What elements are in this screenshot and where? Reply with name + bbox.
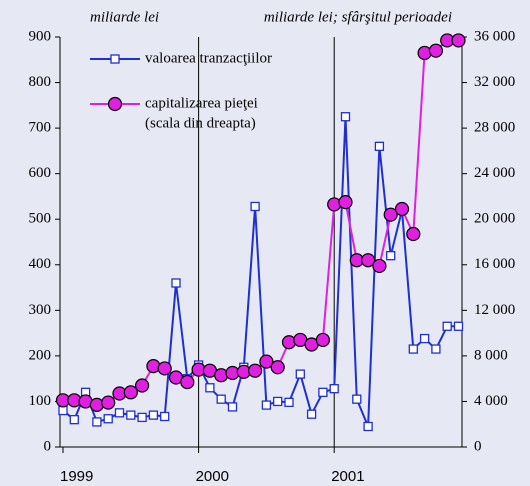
point bbox=[103, 414, 113, 424]
y2-tick-label: 32 000 bbox=[474, 74, 515, 90]
point bbox=[281, 335, 297, 350]
y2-tick-label: 0 bbox=[474, 438, 482, 454]
legend-label: capitalizarea pieţei bbox=[145, 95, 258, 111]
point bbox=[227, 402, 238, 412]
y2-tick-label: 20 000 bbox=[474, 211, 515, 227]
point bbox=[137, 412, 147, 423]
y2-tick-label: 16 000 bbox=[474, 256, 515, 272]
point bbox=[259, 354, 274, 369]
point bbox=[148, 410, 159, 420]
point bbox=[250, 201, 260, 212]
point bbox=[160, 411, 170, 422]
y-axis-title: miliarde lei bbox=[90, 9, 159, 25]
point bbox=[205, 383, 215, 393]
point bbox=[374, 141, 385, 151]
y2-axis-title: miliarde lei; sfârşitul perioadei bbox=[264, 9, 452, 25]
point bbox=[417, 45, 432, 61]
point bbox=[284, 397, 294, 408]
point bbox=[214, 368, 229, 383]
point bbox=[248, 363, 263, 378]
point bbox=[135, 378, 150, 393]
y2-tick-label: 24 000 bbox=[474, 165, 515, 181]
point bbox=[327, 197, 342, 212]
point bbox=[442, 321, 452, 331]
y-tick-label: 600 bbox=[29, 165, 52, 181]
y-tick-label: 900 bbox=[29, 28, 52, 44]
point bbox=[363, 421, 373, 432]
point bbox=[372, 258, 387, 274]
point bbox=[431, 344, 441, 354]
point bbox=[58, 405, 68, 416]
point bbox=[171, 278, 181, 288]
y2-tick-label: 4 000 bbox=[474, 393, 508, 409]
x-tick-label: 1999 bbox=[60, 468, 93, 485]
y2-tick-label: 12 000 bbox=[474, 302, 515, 318]
point bbox=[406, 226, 421, 242]
point bbox=[453, 321, 464, 331]
point bbox=[329, 384, 339, 394]
point bbox=[352, 394, 362, 404]
legend-label: valoarea tranzacţiilor bbox=[145, 50, 272, 66]
legend-marker bbox=[107, 96, 123, 112]
y-tick-label: 200 bbox=[29, 347, 52, 363]
y-tick-label: 400 bbox=[29, 256, 52, 272]
y-tick-label: 100 bbox=[29, 393, 52, 409]
point bbox=[126, 410, 136, 420]
y-tick-label: 300 bbox=[29, 302, 52, 318]
point bbox=[270, 360, 285, 375]
point bbox=[340, 112, 351, 122]
point bbox=[216, 394, 226, 404]
point bbox=[306, 409, 317, 419]
point bbox=[157, 361, 172, 376]
y-tick-label: 700 bbox=[29, 120, 52, 136]
y2-tick-label: 8 000 bbox=[474, 347, 508, 363]
point bbox=[180, 374, 195, 390]
x-tick-label: 2000 bbox=[196, 468, 229, 485]
point bbox=[146, 359, 161, 374]
point bbox=[261, 400, 272, 410]
point bbox=[101, 395, 116, 410]
point bbox=[89, 397, 105, 412]
y2-tick-label: 28 000 bbox=[474, 120, 515, 136]
point bbox=[123, 385, 138, 400]
y2-tick-label: 36 000 bbox=[474, 28, 515, 44]
point bbox=[383, 207, 398, 222]
point bbox=[295, 369, 305, 379]
point bbox=[451, 33, 466, 48]
point bbox=[114, 408, 125, 418]
point bbox=[92, 417, 102, 427]
y-tick-label: 0 bbox=[44, 438, 52, 454]
point bbox=[318, 387, 328, 397]
legend-marker bbox=[110, 54, 120, 64]
point bbox=[408, 344, 418, 354]
point bbox=[361, 253, 376, 268]
legend-note: (scala din dreapta) bbox=[145, 115, 256, 131]
y-tick-label: 800 bbox=[29, 74, 52, 90]
point bbox=[386, 251, 396, 261]
point bbox=[394, 201, 410, 217]
x-tick-label: 2001 bbox=[331, 468, 364, 485]
point bbox=[69, 415, 79, 425]
point bbox=[315, 332, 330, 348]
point bbox=[428, 43, 443, 58]
point bbox=[273, 396, 283, 407]
point bbox=[419, 333, 430, 344]
y-tick-label: 500 bbox=[29, 211, 52, 227]
point bbox=[338, 195, 353, 210]
